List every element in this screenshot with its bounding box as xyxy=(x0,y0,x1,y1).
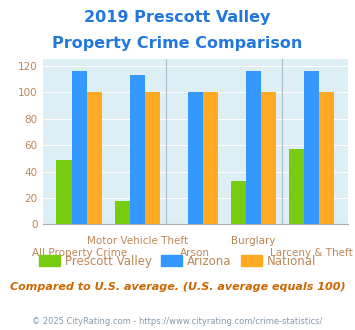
Text: Burglary: Burglary xyxy=(231,236,275,246)
Bar xyxy=(130,75,145,224)
Text: © 2025 CityRating.com - https://www.cityrating.com/crime-statistics/: © 2025 CityRating.com - https://www.city… xyxy=(32,317,323,326)
Bar xyxy=(261,92,276,224)
Text: Compared to U.S. average. (U.S. average equals 100): Compared to U.S. average. (U.S. average … xyxy=(10,282,345,292)
Text: Motor Vehicle Theft: Motor Vehicle Theft xyxy=(87,236,188,246)
Text: Larceny & Theft: Larceny & Theft xyxy=(270,248,353,257)
Text: Property Crime Comparison: Property Crime Comparison xyxy=(52,36,303,51)
Bar xyxy=(115,201,130,224)
Bar xyxy=(56,160,72,224)
Bar xyxy=(246,71,261,224)
Bar xyxy=(203,92,218,224)
Bar xyxy=(87,92,102,224)
Text: Arson: Arson xyxy=(180,248,210,257)
Bar xyxy=(145,92,160,224)
Bar xyxy=(188,92,203,224)
Bar xyxy=(304,71,319,224)
Legend: Prescott Valley, Arizona, National: Prescott Valley, Arizona, National xyxy=(34,250,321,273)
Bar xyxy=(72,71,87,224)
Bar xyxy=(231,181,246,224)
Bar xyxy=(319,92,334,224)
Text: 2019 Prescott Valley: 2019 Prescott Valley xyxy=(84,10,271,25)
Bar xyxy=(289,149,304,224)
Text: All Property Crime: All Property Crime xyxy=(32,248,127,257)
